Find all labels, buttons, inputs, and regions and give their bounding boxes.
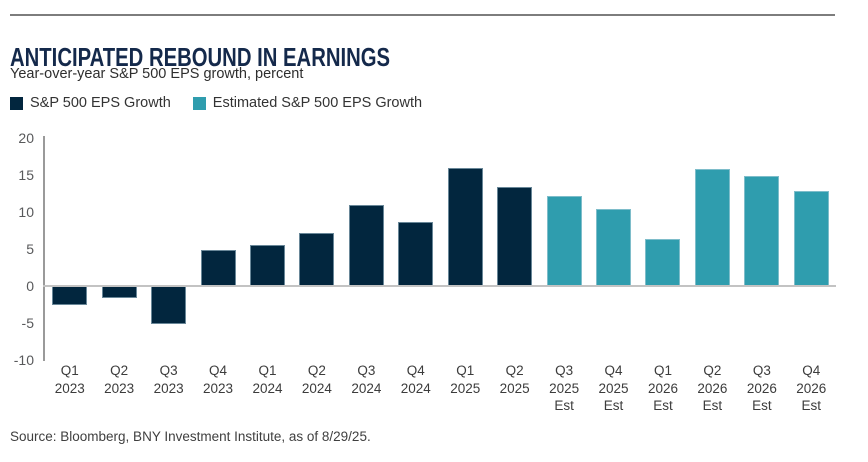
bar-q3-2023 <box>151 286 187 324</box>
page-title: ANTICIPATED REBOUND IN EARNINGS <box>10 42 391 73</box>
bar-q3-2026-est <box>744 175 780 286</box>
bar-q2-2025 <box>497 186 533 286</box>
bar-q2-2023 <box>101 286 137 298</box>
bar-q4-2025-est <box>596 209 632 286</box>
legend-swatch-estimated <box>192 96 206 110</box>
bar-q1-2025 <box>447 168 483 286</box>
x-label-q4-2023: Q4 2023 <box>203 363 234 396</box>
y-tick--10: -10 <box>13 352 34 368</box>
x-label-q1-2026-est: Q1 2026 Est <box>647 363 678 413</box>
legend-label-estimated: Estimated S&P 500 EPS Growth <box>212 95 423 111</box>
chart-subtitle: Year-over-year S&P 500 EPS growth, perce… <box>10 66 304 82</box>
bar-q1-2023 <box>52 286 88 306</box>
bar-q4-2024 <box>398 221 434 286</box>
legend-label-actual: S&P 500 EPS Growth <box>30 95 171 111</box>
y-tick-0: 0 <box>26 278 34 294</box>
bar-q3-2025-est <box>546 196 582 286</box>
x-label-q4-2025-est: Q4 2025 Est <box>598 363 629 413</box>
source-note: Source: Bloomberg, BNY Investment Instit… <box>10 429 371 444</box>
y-tick--5: -5 <box>21 315 34 331</box>
legend-item-estimated: Estimated S&P 500 EPS Growth <box>192 95 423 111</box>
x-label-q1-2025: Q1 2025 <box>450 363 481 396</box>
x-label-q3-2025-est: Q3 2025 Est <box>549 363 580 413</box>
y-tick-5: 5 <box>26 241 34 257</box>
bar-q1-2024 <box>249 245 285 286</box>
bar-q2-2024 <box>299 233 335 286</box>
x-label-q2-2026-est: Q2 2026 Est <box>697 363 728 413</box>
chart-legend: S&P 500 EPS Growth Estimated S&P 500 EPS… <box>10 95 422 111</box>
x-label-q1-2024: Q1 2024 <box>252 363 283 396</box>
header-rule <box>10 14 835 16</box>
y-tick-15: 15 <box>18 167 34 183</box>
y-tick-10: 10 <box>18 204 34 220</box>
bar-q3-2024 <box>348 205 384 286</box>
x-label-q2-2023: Q2 2023 <box>104 363 135 396</box>
x-label-q3-2023: Q3 2023 <box>153 363 184 396</box>
bar-q1-2026-est <box>645 239 681 286</box>
x-label-q3-2024: Q3 2024 <box>351 363 382 396</box>
x-label-q3-2026-est: Q3 2026 Est <box>746 363 777 413</box>
x-label-q4-2026-est: Q4 2026 Est <box>796 363 827 413</box>
x-label-q4-2024: Q4 2024 <box>400 363 431 396</box>
bar-q2-2026-est <box>694 169 730 286</box>
bar-q4-2026-est <box>793 190 829 286</box>
y-axis-line <box>43 136 45 361</box>
x-label-q2-2024: Q2 2024 <box>301 363 332 396</box>
x-label-q1-2023: Q1 2023 <box>54 363 85 396</box>
bar-q4-2023 <box>200 250 236 286</box>
x-label-q2-2025: Q2 2025 <box>499 363 530 396</box>
legend-item-actual: S&P 500 EPS Growth <box>10 95 171 111</box>
y-tick-20: 20 <box>18 130 34 146</box>
legend-swatch-actual <box>10 96 23 110</box>
zero-baseline <box>43 285 836 287</box>
